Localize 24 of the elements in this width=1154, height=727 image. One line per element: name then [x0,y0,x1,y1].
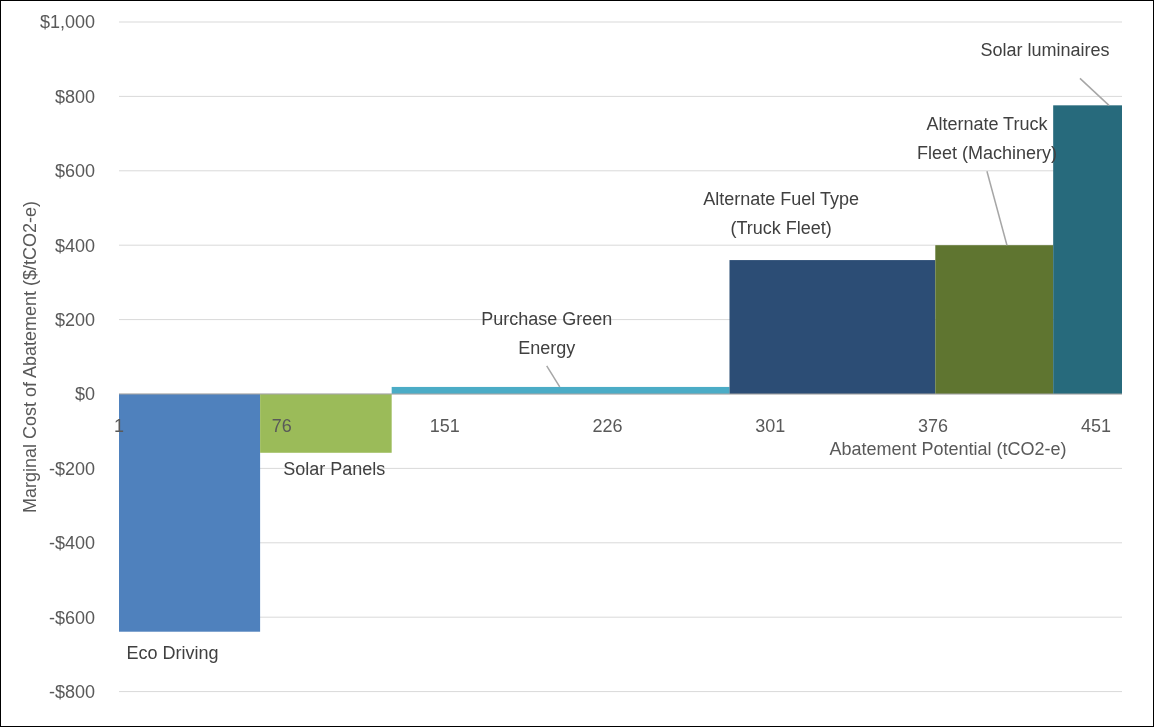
annotation: Purchase Green Energy [481,308,613,358]
y-tick-label: -$400 [48,533,95,554]
x-tick-label: 151 [429,416,460,436]
y-tick-label: -$600 [48,607,95,628]
y-tick-label: $800 [54,86,95,107]
y-tick-label: $400 [54,235,95,256]
x-tick-label: 301 [755,416,786,436]
y-axis-title: Marginal Cost of Abatement ($/tCO2-e) [20,200,40,514]
y-tick-label: -$800 [48,681,95,702]
y-tick-label: $0 [74,384,95,405]
y-tick-label: $200 [54,309,95,330]
x-tick-label: 376 [918,416,949,436]
y-tick-label: $1,000 [39,12,95,33]
x-tick-label: 76 [271,416,292,436]
annotation: Solar luminaires [980,40,1110,61]
x-tick-label: 1 [113,416,125,436]
x-tick-label: 451 [1080,416,1111,436]
annotation: Solar Panels [283,458,386,479]
annotation: Eco Driving [126,642,219,663]
x-axis-title: Abatement Potential (tCO2-e) [829,439,1067,459]
y-tick-label: $600 [54,161,95,182]
y-tick-label: -$200 [48,458,95,479]
x-tick-label: 226 [592,416,623,436]
annotation: Alternate Fuel Type (Truck Fleet) [703,189,859,239]
